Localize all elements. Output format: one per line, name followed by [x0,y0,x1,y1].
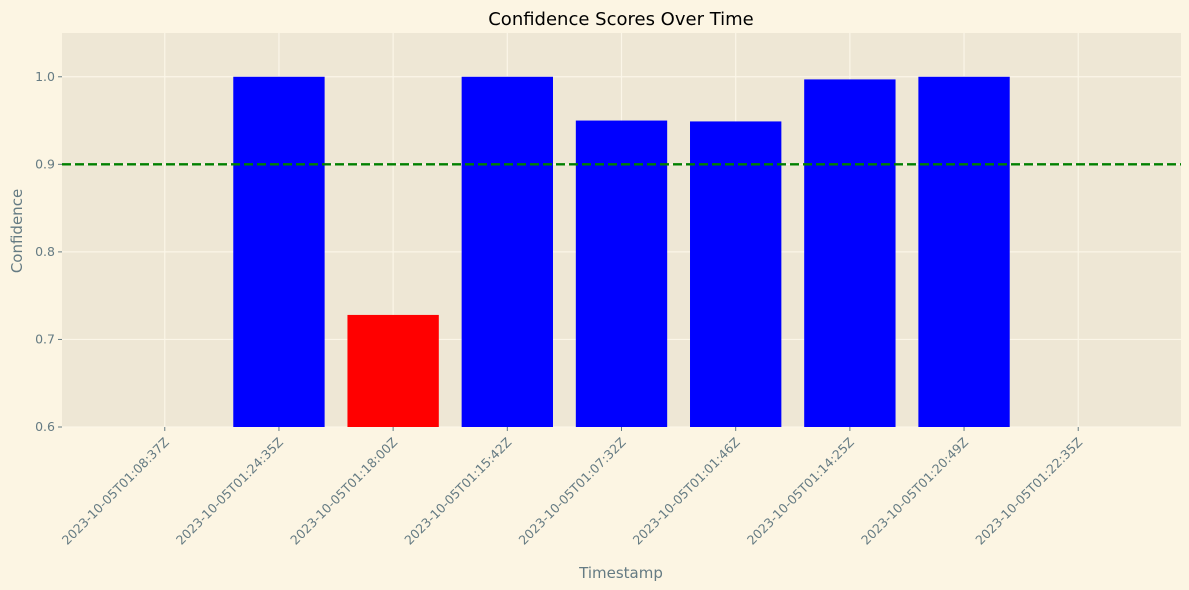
bar [690,121,782,427]
bar [804,79,896,427]
x-axis: 2023-10-05T01:08:37Z 2023-10-05T01:24:35Z… [59,427,1085,548]
x-tick-label: 2023-10-05T01:22:35Z [972,435,1085,548]
bar [575,120,668,428]
x-tick-label: 2023-10-05T01:18:00Z [287,435,400,548]
bar [347,314,439,427]
x-tick-label: 2023-10-05T01:07:32Z [515,435,628,548]
x-tick-label: 2023-10-05T01:24:35Z [173,435,286,548]
bar [233,76,325,428]
x-tick-label: 2023-10-05T01:20:49Z [858,435,971,548]
x-tick-label: 2023-10-05T01:01:46Z [630,435,743,548]
y-axis-label: Confidence [8,189,26,273]
x-axis-label: Timestamp [578,564,663,582]
x-tick-label: 2023-10-05T01:08:37Z [59,435,172,548]
x-tick-label: 2023-10-05T01:14:25Z [744,435,857,548]
bars [233,76,1010,428]
bar [918,76,1010,428]
y-axis: 0.6 0.7 0.8 0.9 1.0 [35,69,62,434]
bar [461,76,553,428]
y-tick-label: 0.9 [35,156,55,171]
chart-title: Confidence Scores Over Time [488,9,754,30]
y-tick-label: 0.7 [35,331,55,346]
y-tick-label: 0.8 [35,244,55,259]
x-tick-label: 2023-10-05T01:15:42Z [401,435,514,548]
y-tick-label: 0.6 [35,419,55,434]
y-tick-label: 1.0 [35,69,55,84]
